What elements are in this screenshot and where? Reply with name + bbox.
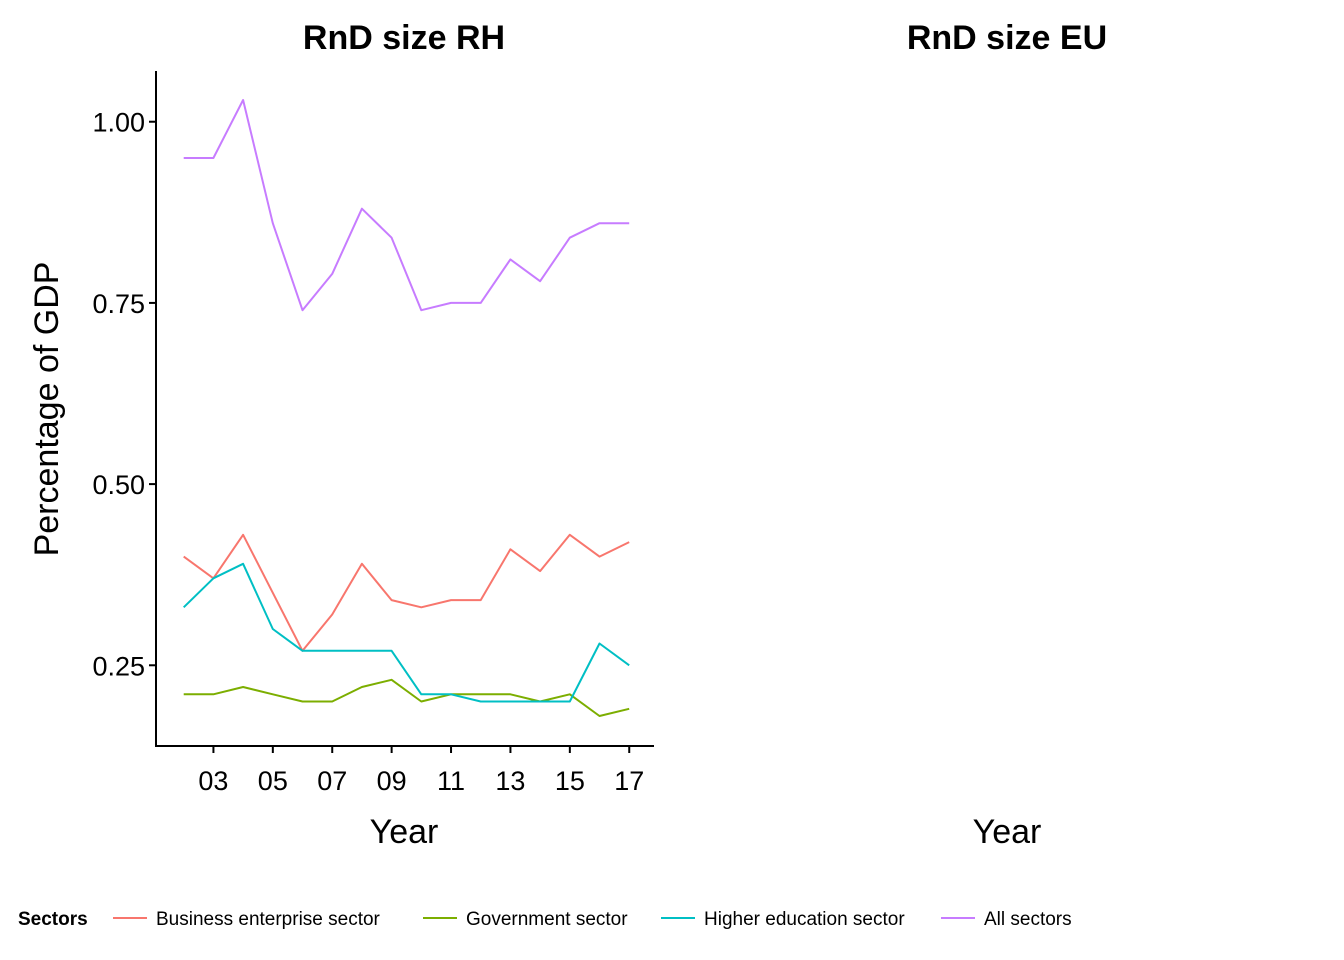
series-lines [183,99,630,717]
x-tick-label: 15 [555,766,585,796]
legend-label-business-enterprise-sector: Business enterprise sector [156,909,381,930]
x-tick-label: 13 [495,766,525,796]
panel-rh-title: RnD size RH [303,19,505,57]
x-tick-label: 05 [258,766,288,796]
series-line-all-sectors [183,99,630,312]
x-tick-label: 09 [377,766,407,796]
x-tick-label: 03 [198,766,228,796]
panel-rh: RnD size RH 0.25 0.50 0.75 1.00 03 05 07 09 11 1… [28,19,654,851]
x-tick-label: 17 [614,766,644,796]
panel-eu-title: RnD size EU [907,19,1107,57]
y-axis-title: Percentage of GDP [28,262,66,557]
series-line-business-enterprise-sector [183,533,630,652]
y-tick-label: 0.25 [92,651,145,681]
legend-label-all-sectors: All sectors [984,909,1072,930]
legend-items: Business enterprise sector Government sec… [113,909,1072,930]
y-tick-label: 1.00 [92,108,145,138]
legend-title: Sectors [18,909,88,930]
legend-label-higher-education-sector: Higher education sector [704,909,905,930]
series-line-government-sector [183,678,630,717]
legend: Sectors Business enterprise sector Govern… [18,909,1072,930]
x-axis-ticks: 03 05 07 09 11 13 15 17 [198,746,644,796]
panel-rh-x-axis-title: Year [370,813,439,851]
x-tick-label: 07 [317,766,347,796]
x-tick-label: 11 [437,766,465,796]
legend-label-government-sector: Government sector [466,909,628,930]
y-tick-label: 0.75 [92,289,145,319]
series-line-higher-education-sector [183,562,630,703]
y-tick-label: 0.50 [92,470,145,500]
y-axis-ticks: 0.25 0.50 0.75 1.00 [92,108,156,681]
panel-eu: RnD size EU Year [907,19,1107,851]
panel-eu-x-axis-title: Year [973,813,1042,851]
